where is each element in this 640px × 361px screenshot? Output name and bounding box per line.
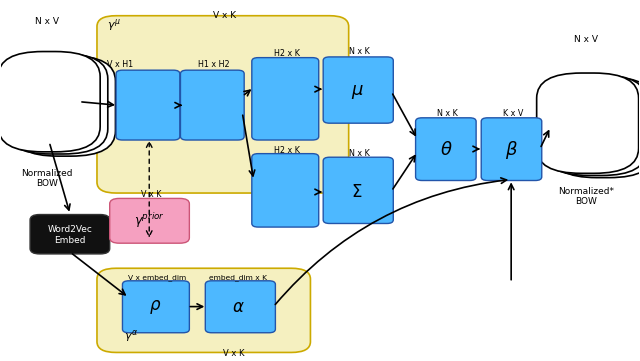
FancyBboxPatch shape [6, 54, 108, 154]
FancyBboxPatch shape [323, 57, 394, 123]
FancyBboxPatch shape [13, 56, 115, 156]
FancyBboxPatch shape [552, 77, 640, 178]
FancyBboxPatch shape [544, 75, 640, 175]
Text: N x K: N x K [349, 47, 370, 56]
Text: Normalized
BOW: Normalized BOW [22, 169, 73, 188]
Text: N x V: N x V [574, 35, 598, 44]
FancyBboxPatch shape [97, 268, 310, 352]
Text: V x K: V x K [141, 190, 161, 199]
Text: H1 x H2: H1 x H2 [198, 60, 229, 69]
Text: $\rho$: $\rho$ [149, 298, 162, 316]
Text: $\theta$: $\theta$ [440, 141, 452, 159]
Text: V x embed_dim: V x embed_dim [129, 275, 187, 281]
FancyBboxPatch shape [97, 16, 349, 193]
FancyBboxPatch shape [109, 199, 189, 243]
Text: $\alpha$: $\alpha$ [232, 298, 244, 316]
FancyBboxPatch shape [30, 214, 109, 254]
Text: Normalized*
BOW: Normalized* BOW [558, 187, 614, 206]
Text: H2 x K: H2 x K [274, 145, 300, 155]
Text: V x H1: V x H1 [108, 60, 134, 69]
Text: Word2Vec
Embed: Word2Vec Embed [48, 225, 93, 245]
FancyBboxPatch shape [537, 73, 639, 173]
FancyBboxPatch shape [415, 118, 476, 180]
FancyBboxPatch shape [252, 154, 319, 227]
Text: embed_dim x K: embed_dim x K [209, 275, 268, 281]
FancyBboxPatch shape [481, 118, 541, 180]
Text: V x K: V x K [223, 349, 244, 358]
Text: N x V: N x V [35, 17, 60, 26]
FancyBboxPatch shape [122, 281, 189, 333]
FancyBboxPatch shape [180, 70, 244, 140]
Text: $\gamma^{prior}$: $\gamma^{prior}$ [134, 211, 165, 230]
Text: $\gamma^{\mu}$: $\gamma^{\mu}$ [106, 17, 120, 33]
FancyBboxPatch shape [205, 281, 275, 333]
Text: N x K: N x K [349, 149, 370, 158]
FancyBboxPatch shape [323, 157, 394, 223]
Text: $\gamma^{\alpha}$: $\gamma^{\alpha}$ [124, 328, 138, 344]
Text: $\mu$: $\mu$ [351, 83, 364, 101]
Text: K x V: K x V [503, 109, 524, 118]
FancyBboxPatch shape [252, 58, 319, 140]
Text: $\beta$: $\beta$ [505, 139, 518, 161]
FancyBboxPatch shape [116, 70, 180, 140]
Text: $\Sigma$: $\Sigma$ [351, 183, 363, 201]
Text: H2 x K: H2 x K [274, 49, 300, 58]
FancyBboxPatch shape [0, 52, 100, 152]
Text: N x K: N x K [437, 109, 458, 118]
Text: V x K: V x K [213, 10, 236, 19]
